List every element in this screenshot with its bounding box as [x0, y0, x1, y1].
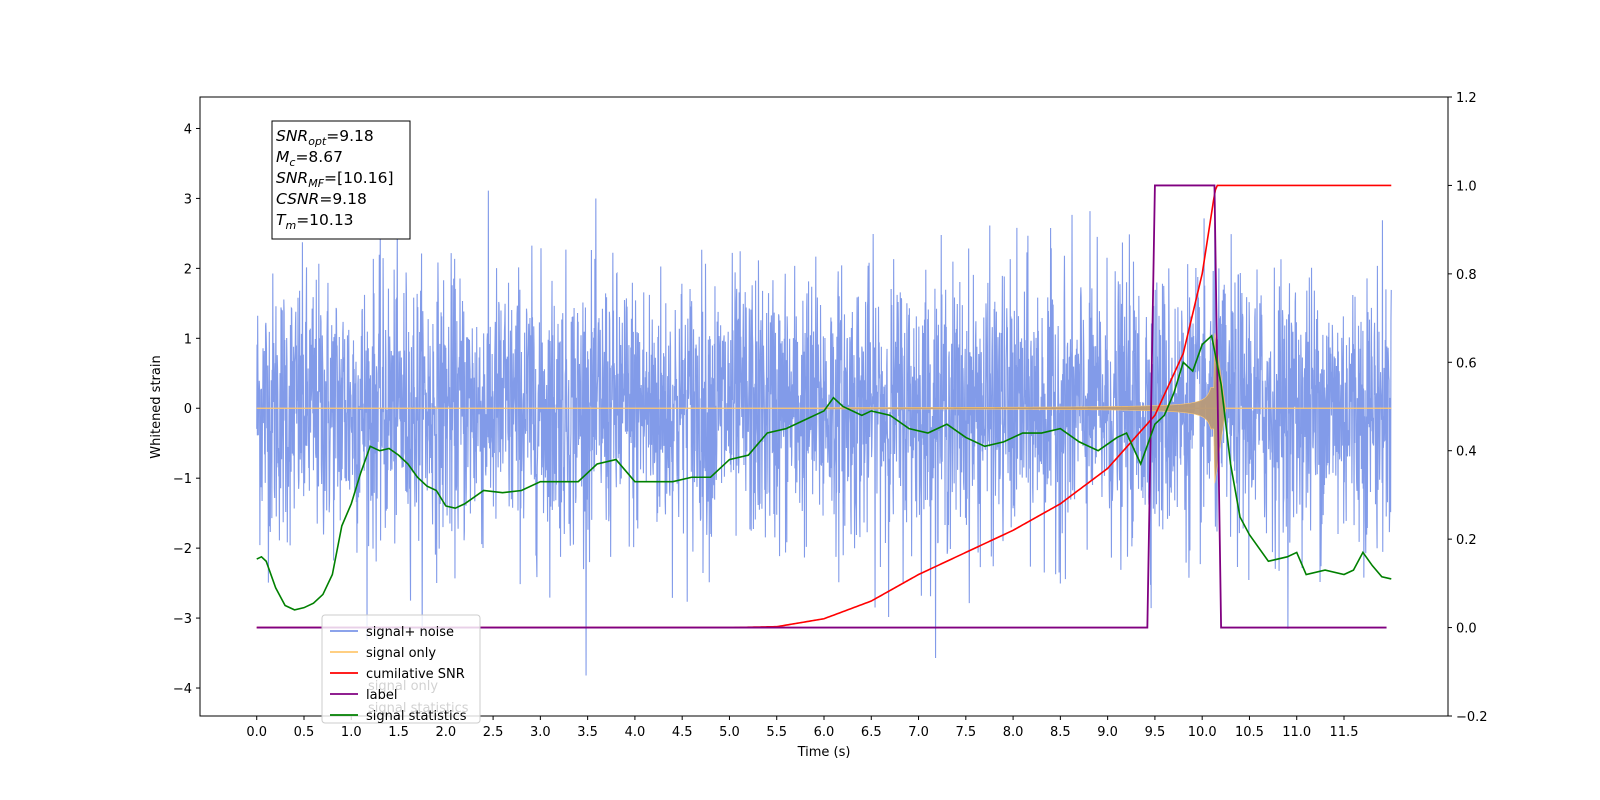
- x-tick-label: 6.0: [814, 725, 835, 740]
- info-symbol: SNR: [276, 169, 308, 187]
- y2-tick-label: 0.6: [1456, 356, 1477, 371]
- x-tick-label: 9.0: [1097, 725, 1118, 740]
- x-tick-label: 2.0: [435, 725, 456, 740]
- info-line: Tm=10.13: [276, 211, 354, 232]
- x-tick-label: 8.5: [1050, 725, 1071, 740]
- x-tick-label: 11.5: [1330, 725, 1359, 740]
- info-line: Mc=8.67: [276, 148, 343, 169]
- y-tick-label: 1: [184, 332, 192, 347]
- series-label: [256, 184, 1387, 629]
- info-box: SNRopt=9.18Mc=8.67SNRMF=[10.16]CSNR=9.18…: [271, 120, 411, 240]
- x-tick-label: 8.0: [1003, 725, 1024, 740]
- y2-tick-label: 1.2: [1456, 91, 1477, 106]
- info-symbol: M: [276, 148, 289, 166]
- x-tick-label: 1.0: [341, 725, 362, 740]
- x-tick-label: 3.5: [577, 725, 598, 740]
- y2-tick-label: 0.2: [1456, 533, 1477, 548]
- x-tick-label: 3.0: [530, 725, 551, 740]
- x-tick-label: 5.0: [719, 725, 740, 740]
- x-tick-label: 4.5: [672, 725, 693, 740]
- legend-label: label: [366, 688, 397, 703]
- info-value: =9.18: [326, 127, 374, 145]
- y-tick-label: 0: [184, 402, 192, 417]
- legend-label: signal statistics: [366, 709, 467, 724]
- series-signal-only: [823, 333, 1227, 484]
- info-subscript: MF: [308, 177, 324, 190]
- y-tick-label: 4: [184, 122, 192, 137]
- info-line: SNRMF=[10.16]: [276, 169, 394, 190]
- series-signal-statistics: [256, 334, 1392, 611]
- y-tick-label: 2: [184, 262, 192, 277]
- y-tick-label: −1: [173, 472, 192, 487]
- x-tick-label: 0.5: [294, 725, 315, 740]
- y2-tick-label: 0.0: [1456, 622, 1477, 637]
- legend: signal only signal statistics signal+ noi…: [321, 614, 481, 724]
- y-tick-label: −2: [173, 542, 192, 557]
- x-tick-label: 4.0: [625, 725, 646, 740]
- y2-tick-label: 0.4: [1456, 445, 1477, 460]
- y-axis-label: Whitened strain: [149, 355, 164, 458]
- legend-label: signal+ noise: [366, 625, 454, 640]
- info-line: SNRopt=9.18: [276, 127, 374, 148]
- x-tick-label: 6.5: [861, 725, 882, 740]
- series-signal-noise: [256, 190, 1392, 676]
- x-tick-label: 10.5: [1235, 725, 1264, 740]
- x-tick-label: 5.5: [766, 725, 787, 740]
- info-subscript: opt: [308, 135, 327, 148]
- info-value: =[10.16]: [324, 169, 393, 187]
- x-tick-label: 2.5: [483, 725, 504, 740]
- x-tick-label: 1.5: [388, 725, 409, 740]
- info-value: =8.67: [295, 148, 343, 166]
- y2-tick-label: 1.0: [1456, 179, 1477, 194]
- x-tick-label: 7.0: [908, 725, 929, 740]
- info-subscript: m: [285, 219, 296, 232]
- info-symbol: CSNR: [276, 190, 319, 208]
- info-symbol: T: [276, 211, 287, 229]
- info-value: =9.18: [319, 190, 367, 208]
- y2-tick-label: 0.8: [1456, 268, 1477, 283]
- legend-label: signal only: [366, 646, 436, 661]
- info-value: =10.13: [296, 211, 353, 229]
- y2-tick-label: −0.2: [1456, 710, 1488, 725]
- y-tick-label: 3: [184, 192, 192, 207]
- info-symbol: SNR: [276, 127, 308, 145]
- y-tick-label: −3: [173, 612, 192, 627]
- x-tick-label: 10.0: [1188, 725, 1217, 740]
- x-tick-label: 9.5: [1145, 725, 1166, 740]
- legend-label: cumilative SNR: [366, 667, 465, 682]
- y-tick-label: −4: [173, 682, 192, 697]
- x-tick-label: 0.0: [246, 725, 267, 740]
- x-tick-label: 7.5: [955, 725, 976, 740]
- x-axis-label: Time (s): [797, 745, 851, 760]
- x-tick-label: 11.0: [1282, 725, 1311, 740]
- info-subscript: c: [289, 156, 295, 169]
- info-line: CSNR=9.18: [276, 190, 367, 208]
